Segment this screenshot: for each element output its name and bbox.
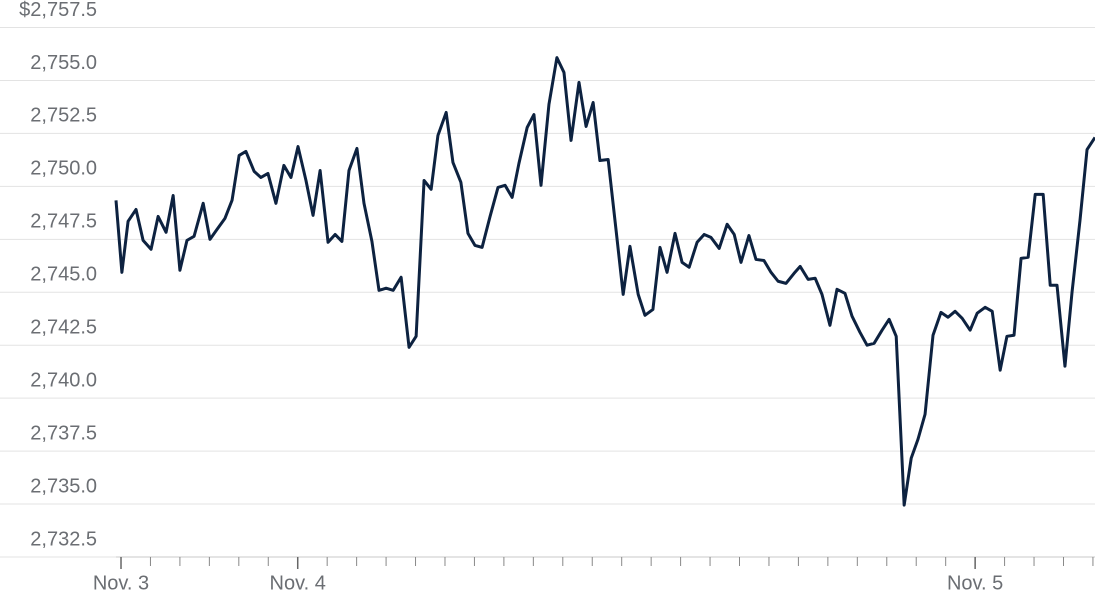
y-tick-label: 2,750.0 [30, 158, 97, 180]
y-tick-label: 2,740.0 [30, 369, 97, 391]
y-tick-label: 2,735.0 [30, 475, 97, 497]
y-tick-label: 2,742.5 [30, 316, 97, 338]
x-tick-label: Nov. 4 [270, 572, 326, 594]
y-tick-label: 2,752.5 [30, 105, 97, 127]
y-tick-label: 2,747.5 [30, 211, 97, 233]
y-tick-label: 2,745.0 [30, 264, 97, 286]
price-line [114, 56, 1095, 507]
y-tick-label: 2,737.5 [30, 422, 97, 444]
x-tick-label: Nov. 3 [93, 572, 149, 594]
y-tick-label: $2,757.5 [19, 0, 97, 21]
x-tick-label: Nov. 5 [947, 572, 1003, 594]
y-tick-label: 2,755.0 [30, 52, 97, 74]
y-tick-label: 2,732.5 [30, 528, 97, 550]
